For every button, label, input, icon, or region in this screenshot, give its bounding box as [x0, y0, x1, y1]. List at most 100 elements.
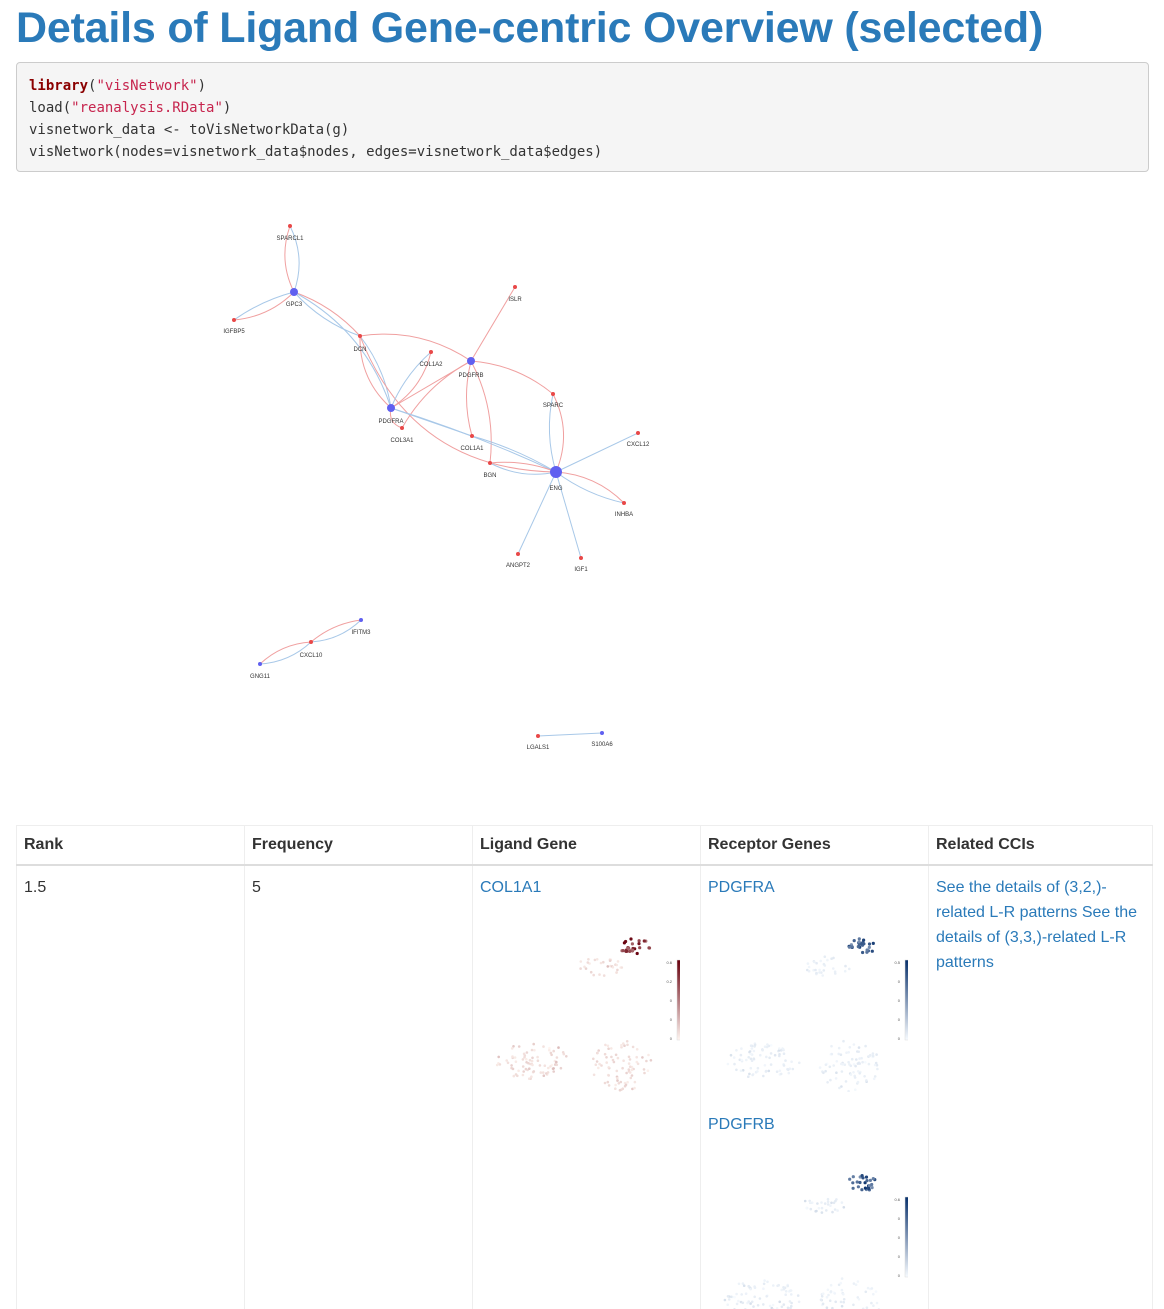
network-edge[interactable]: [556, 472, 624, 503]
network-node-gng11[interactable]: GNG11: [250, 662, 271, 680]
plot-cell-point: [797, 1294, 800, 1297]
network-node-dot[interactable]: [387, 404, 395, 412]
plot-cell-point: [595, 1063, 598, 1066]
plot-cell-point: [604, 1053, 607, 1056]
plot-cell-point: [628, 1062, 631, 1065]
network-edge[interactable]: [391, 352, 431, 408]
plot-cell-point: [868, 946, 871, 949]
plot-cell-point: [824, 1202, 827, 1205]
plot-cell-point: [826, 1296, 829, 1299]
network-node-dot[interactable]: [359, 618, 363, 622]
receptor-gene-link-pdgfra[interactable]: PDGFRA: [708, 879, 775, 896]
plot-cell-point: [609, 959, 612, 962]
plot-cell-point: [865, 1291, 868, 1294]
network-node-dot[interactable]: [636, 431, 640, 435]
network-edge[interactable]: [538, 733, 602, 736]
network-node-inhba[interactable]: INHBA: [615, 501, 633, 518]
plot-cell-point: [628, 950, 631, 953]
network-edge[interactable]: [391, 352, 431, 408]
network-node-dot[interactable]: [258, 662, 262, 666]
network-node-dot[interactable]: [232, 318, 236, 322]
network-node-label: SPARC: [543, 403, 564, 409]
network-node-pdgfra[interactable]: PDGFRA: [378, 404, 403, 425]
network-node-angpt2[interactable]: ANGPT2: [506, 552, 531, 569]
network-node-dot[interactable]: [470, 434, 474, 438]
network-node-dot[interactable]: [551, 392, 555, 396]
plot-cell-point: [604, 1044, 607, 1047]
plot-cell-point: [868, 1063, 871, 1066]
plot-cell-point: [830, 1045, 833, 1048]
network-node-dot[interactable]: [467, 357, 475, 365]
plot-cell-point: [871, 1186, 874, 1189]
plot-cell-point: [645, 1060, 648, 1063]
network-node-label: SPARCL1: [277, 236, 305, 242]
plot-cell-point: [750, 1044, 753, 1047]
plot-cell-point: [818, 971, 821, 974]
plot-colorbar-tick: 0: [898, 1017, 901, 1022]
network-node-dot[interactable]: [429, 350, 433, 354]
plot-cell-point: [868, 942, 871, 945]
plot-cell-point: [872, 1052, 875, 1055]
plot-cell-point: [549, 1065, 552, 1068]
network-node-dot[interactable]: [488, 461, 492, 465]
plot-cell-point: [823, 969, 826, 972]
network-node-dot[interactable]: [536, 734, 540, 738]
network-edge[interactable]: [518, 472, 556, 554]
plot-cell-point: [855, 1283, 858, 1286]
network-node-dot[interactable]: [550, 466, 562, 478]
network-node-dot[interactable]: [622, 501, 626, 505]
network-node-lgals1[interactable]: LGALS1: [527, 734, 550, 751]
network-edge[interactable]: [391, 408, 556, 472]
network-node-dot[interactable]: [400, 426, 404, 430]
table-header-row: Rank Frequency Ligand Gene Receptor Gene…: [17, 826, 1153, 866]
plot-cell-point: [615, 964, 618, 967]
network-node-dot[interactable]: [579, 556, 583, 560]
network-node-igfbp5[interactable]: IGFBP5: [223, 318, 245, 335]
network-node-dot[interactable]: [513, 285, 517, 289]
plot-colorbar-tick: 0.2: [666, 979, 672, 984]
plot-cell-point: [848, 946, 851, 949]
plot-cell-point: [821, 1207, 824, 1210]
ligand-gene-link[interactable]: COL1A1: [480, 879, 541, 896]
plot-cell-point: [647, 946, 650, 949]
network-edge[interactable]: [556, 472, 581, 558]
network-edge[interactable]: [556, 472, 624, 503]
network-node-sparcl1[interactable]: SPARCL1: [277, 224, 305, 242]
header-rank: Rank: [17, 826, 245, 866]
plot-cell-point: [874, 1064, 877, 1067]
network-node-dot[interactable]: [309, 640, 313, 644]
network-node-igf1[interactable]: IGF1: [574, 556, 588, 573]
network-node-col3a1[interactable]: COL3A1: [390, 426, 414, 444]
network-edge[interactable]: [360, 334, 471, 361]
plot-cell-point: [597, 1049, 600, 1052]
plot-cell-point: [633, 1087, 636, 1090]
network-node-dot[interactable]: [516, 552, 520, 556]
related-ccis-link[interactable]: See the details of (3,2,)-related L-R pa…: [936, 879, 1137, 971]
network-node-cxcl12[interactable]: CXCL12: [627, 431, 650, 448]
network-node-label: CXCL12: [627, 442, 650, 448]
network-node-label: LGALS1: [527, 745, 550, 751]
network-node-dot[interactable]: [358, 334, 362, 338]
visnetwork-graph[interactable]: SPARCL1GPC3IGFBP5ISLRDCNCOL1A2PDGFRBSPAR…: [16, 190, 1152, 790]
plot-cell-point: [752, 1305, 755, 1308]
receptor-gene-link-pdgfrb[interactable]: PDGFRB: [708, 1116, 775, 1133]
plot-cell-point: [790, 1060, 793, 1063]
plot-cell-point: [830, 1284, 833, 1287]
network-node-pdgfrb[interactable]: PDGFRB: [458, 357, 483, 379]
network-node-dot[interactable]: [290, 288, 298, 296]
network-node-col1a1[interactable]: COL1A1: [460, 434, 484, 452]
network-node-label: COL3A1: [390, 438, 414, 444]
plot-colorbar-tick: 0: [898, 998, 901, 1003]
plot-cell-point: [856, 1180, 859, 1183]
plot-cell-point: [754, 1044, 757, 1047]
network-node-dot[interactable]: [600, 731, 604, 735]
plot-cell-point: [827, 1294, 830, 1297]
network-edge[interactable]: [294, 292, 391, 408]
network-node-dot[interactable]: [288, 224, 292, 228]
plot-cell-point: [628, 1068, 631, 1071]
network-node-eng[interactable]: ENG: [549, 466, 562, 492]
network-edge[interactable]: [556, 433, 638, 472]
plot-cell-point: [751, 1074, 754, 1077]
network-node-sparc[interactable]: SPARC: [543, 392, 564, 409]
